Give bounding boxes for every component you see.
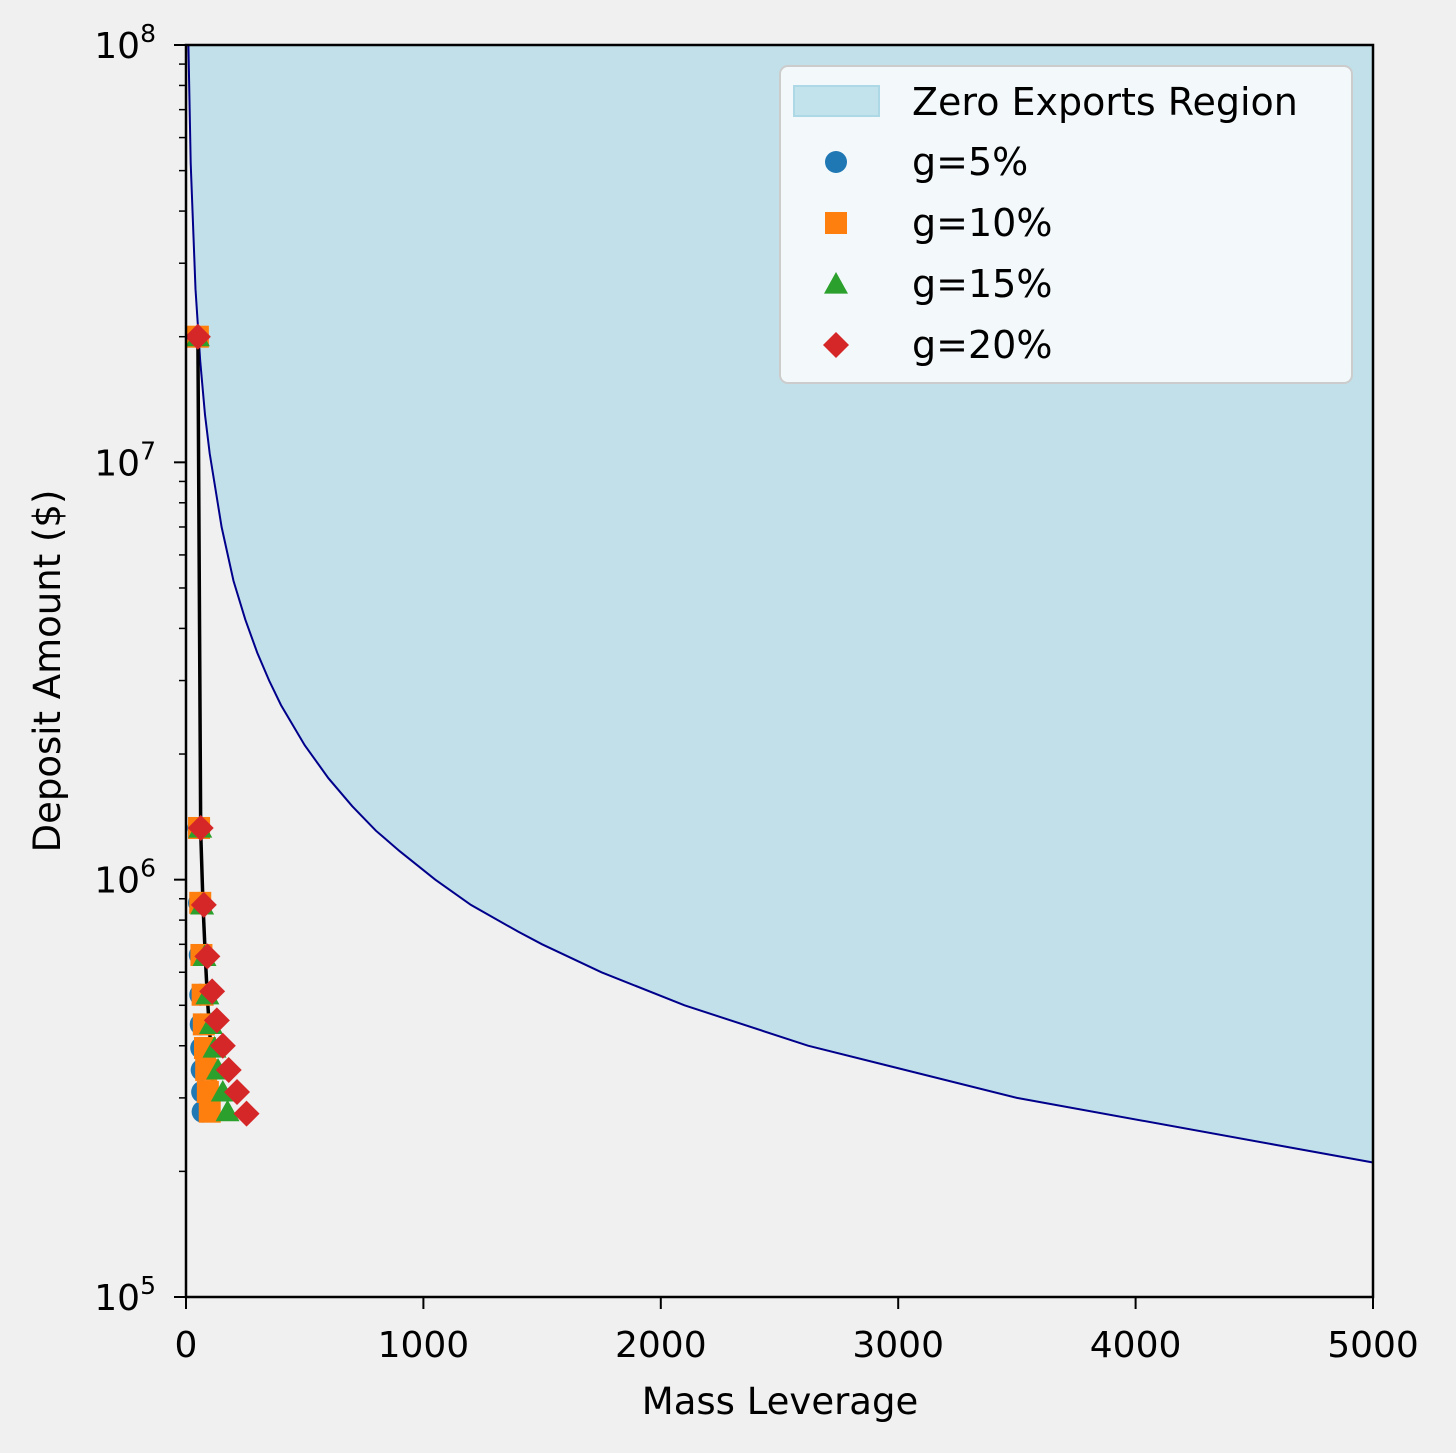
legend-marker-g-10: [825, 212, 847, 234]
x-tick-label: 4000: [1090, 1325, 1182, 1366]
y-tick-label: 105: [94, 1271, 156, 1319]
x-tick-label: 1000: [378, 1325, 470, 1366]
legend-label-zero-exports-region: Zero Exports Region: [912, 80, 1298, 124]
y-tick-label: 107: [94, 436, 156, 484]
legend-label-g-10: g=10%: [912, 201, 1052, 245]
data-point-g-20-9: [224, 1078, 251, 1105]
legend-label-g-20: g=20%: [912, 323, 1052, 367]
legend-label-g-5: g=5%: [912, 140, 1028, 184]
data-point-g-20-6: [203, 1007, 230, 1034]
legend-box: [779, 65, 1353, 384]
data-point-g-20-7: [209, 1032, 236, 1059]
data-point-g-10-10: [198, 1100, 221, 1123]
x-tick-label: 5000: [1327, 1325, 1419, 1366]
y-tick-label: 108: [94, 19, 156, 67]
legend-marker-g-15: [824, 272, 848, 294]
legend-marker-g-20: [823, 332, 849, 358]
legend-marker-g-5: [825, 151, 847, 173]
legend-label-g-15: g=15%: [912, 262, 1052, 306]
series-g-20: [184, 323, 260, 1127]
x-axis-label: Mass Leverage: [642, 1380, 918, 1423]
data-point-g-20-5: [199, 978, 226, 1005]
data-point-g-20-10: [233, 1100, 260, 1127]
plot-frame: [184, 43, 1375, 1299]
x-tick-label: 3000: [852, 1325, 944, 1366]
zero-exports-boundary-line: [187, 44, 1374, 1164]
x-tick-label: 0: [175, 1325, 198, 1366]
data-point-g-20-3: [190, 891, 217, 918]
data-point-g-20-4: [194, 943, 221, 970]
data-point-g-20-1: [184, 323, 211, 350]
data-point-g-15-10: [215, 1099, 240, 1122]
data-point-g-20-8: [215, 1056, 242, 1083]
x-tick-label: 2000: [615, 1325, 707, 1366]
legend: Zero Exports Region g=5% g=10% g=15% g=20%: [779, 65, 1353, 384]
y-tick-label: 106: [94, 854, 156, 902]
y-axis-label: Deposit Amount ($): [26, 490, 69, 853]
data-point-g-20-2: [187, 814, 214, 841]
legend-swatch-zero-exports-region: [793, 85, 880, 117]
